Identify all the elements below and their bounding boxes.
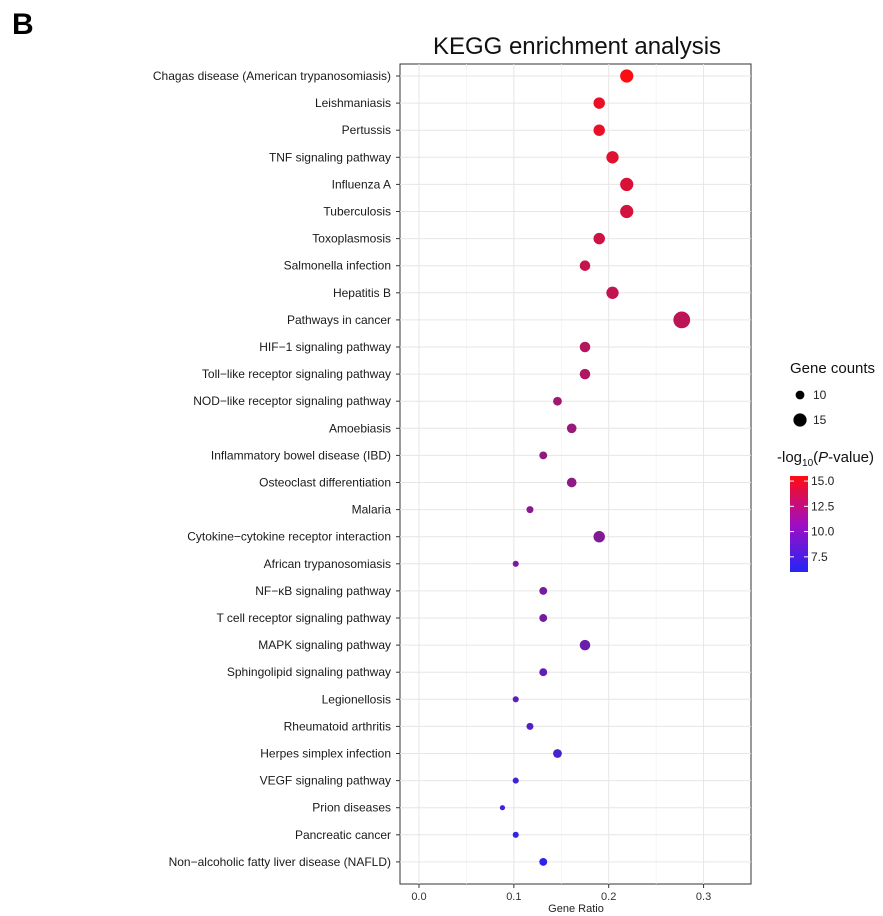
y-tick-label: Influenza A bbox=[332, 177, 391, 191]
data-point bbox=[539, 586, 548, 595]
y-tick-label: Non−alcoholic fatty liver disease (NAFLD… bbox=[169, 855, 391, 869]
y-tick-label: Amoebiasis bbox=[329, 421, 391, 435]
data-point bbox=[593, 97, 605, 109]
data-point bbox=[539, 614, 548, 622]
data-point bbox=[620, 177, 634, 192]
y-tick-label: Herpes simplex infection bbox=[260, 747, 391, 761]
data-point bbox=[512, 696, 519, 703]
grid-lines bbox=[400, 64, 751, 884]
y-tick-label: T cell receptor signaling pathway bbox=[216, 611, 391, 625]
x-tick-labels: 0.0 0.1 0.2 0.3 bbox=[411, 884, 711, 903]
y-tick-label: Leishmaniasis bbox=[315, 96, 391, 110]
data-point bbox=[606, 286, 619, 299]
data-point bbox=[566, 477, 577, 488]
data-point bbox=[539, 857, 548, 866]
x-tick-label: 0.1 bbox=[506, 891, 521, 903]
y-tick-label: Hepatitis B bbox=[333, 286, 391, 300]
colorbar-tick-label: 10.0 bbox=[811, 525, 835, 539]
data-points bbox=[499, 69, 691, 866]
data-point bbox=[566, 423, 577, 434]
y-tick-labels: Chagas disease (American trypanosomiasis… bbox=[153, 69, 400, 869]
y-tick-label: Salmonella infection bbox=[284, 259, 391, 273]
size-legend-label: 10 bbox=[813, 388, 827, 402]
y-tick-label: Chagas disease (American trypanosomiasis… bbox=[153, 69, 391, 83]
data-point bbox=[512, 560, 519, 567]
data-point bbox=[579, 368, 591, 380]
data-point bbox=[593, 124, 605, 136]
chart-title: KEGG enrichment analysis bbox=[433, 33, 721, 60]
y-tick-label: Tuberculosis bbox=[323, 205, 391, 219]
y-tick-label: MAPK signaling pathway bbox=[258, 638, 391, 652]
y-tick-label: Sphingolipid signaling pathway bbox=[227, 665, 391, 679]
colorbar-tick-label: 15.0 bbox=[811, 474, 835, 488]
size-legend-title: Gene counts bbox=[790, 360, 875, 377]
plot-panel bbox=[399, 63, 752, 885]
x-tick-label: 0.3 bbox=[696, 891, 711, 903]
color-legend-title: -log10(P-value) bbox=[777, 449, 874, 469]
y-tick-label: Legionellosis bbox=[322, 692, 391, 706]
data-point bbox=[526, 722, 534, 730]
y-tick-label: African trypanosomiasis bbox=[264, 557, 391, 571]
y-tick-label: Prion diseases bbox=[312, 801, 391, 815]
y-tick-label: Toll−like receptor signaling pathway bbox=[202, 367, 391, 381]
data-point bbox=[673, 311, 691, 329]
x-tick-label: 0.2 bbox=[601, 891, 616, 903]
size-legend-label: 15 bbox=[813, 413, 827, 427]
y-tick-label: Cytokine−cytokine receptor interaction bbox=[187, 530, 391, 544]
legend: Gene counts 10 15 -log10(P-value) 15.0 12.… bbox=[777, 360, 875, 572]
y-tick-label: Osteoclast differentiation bbox=[259, 476, 391, 490]
data-point bbox=[553, 749, 562, 758]
y-tick-label: VEGF signaling pathway bbox=[260, 774, 391, 788]
y-tick-label: Pathways in cancer bbox=[287, 313, 391, 327]
data-point bbox=[620, 204, 634, 219]
y-tick-label: Inflammatory bowel disease (IBD) bbox=[211, 448, 391, 462]
x-axis-label: Gene Ratio bbox=[548, 903, 604, 915]
colorbar-tick-label: 7.5 bbox=[811, 550, 828, 564]
data-point bbox=[606, 151, 619, 164]
data-point bbox=[579, 341, 591, 353]
x-tick-label: 0.0 bbox=[411, 891, 426, 903]
y-tick-label: Pancreatic cancer bbox=[295, 828, 391, 842]
data-point bbox=[593, 530, 605, 543]
data-point bbox=[512, 777, 519, 784]
colorbar bbox=[790, 476, 808, 572]
data-point bbox=[539, 668, 548, 677]
size-legend-dot bbox=[795, 390, 805, 400]
size-legend-dot bbox=[793, 413, 807, 427]
y-tick-label: Malaria bbox=[352, 503, 392, 517]
colorbar-tick-label: 12.5 bbox=[811, 499, 835, 513]
y-tick-label: HIF−1 signaling pathway bbox=[259, 340, 391, 354]
y-tick-label: TNF signaling pathway bbox=[269, 150, 391, 164]
data-point bbox=[579, 260, 591, 271]
y-tick-label: Rheumatoid arthritis bbox=[284, 719, 391, 733]
colorbar-ticks: 15.0 12.5 10.0 7.5 bbox=[790, 474, 835, 564]
data-point bbox=[579, 639, 591, 651]
data-point bbox=[539, 451, 548, 460]
data-point bbox=[593, 232, 605, 245]
panel-label: B bbox=[12, 8, 34, 41]
y-tick-label: NOD−like receptor signaling pathway bbox=[193, 394, 391, 408]
data-point bbox=[499, 805, 506, 811]
y-tick-label: NF−κB signaling pathway bbox=[255, 584, 391, 598]
data-point bbox=[620, 69, 634, 83]
data-point bbox=[526, 506, 534, 514]
y-tick-label: Toxoplasmosis bbox=[312, 232, 391, 246]
data-point bbox=[553, 396, 562, 406]
y-tick-label: Pertussis bbox=[342, 123, 391, 137]
size-legend-entries: 10 15 bbox=[793, 388, 827, 427]
data-point bbox=[512, 831, 519, 838]
